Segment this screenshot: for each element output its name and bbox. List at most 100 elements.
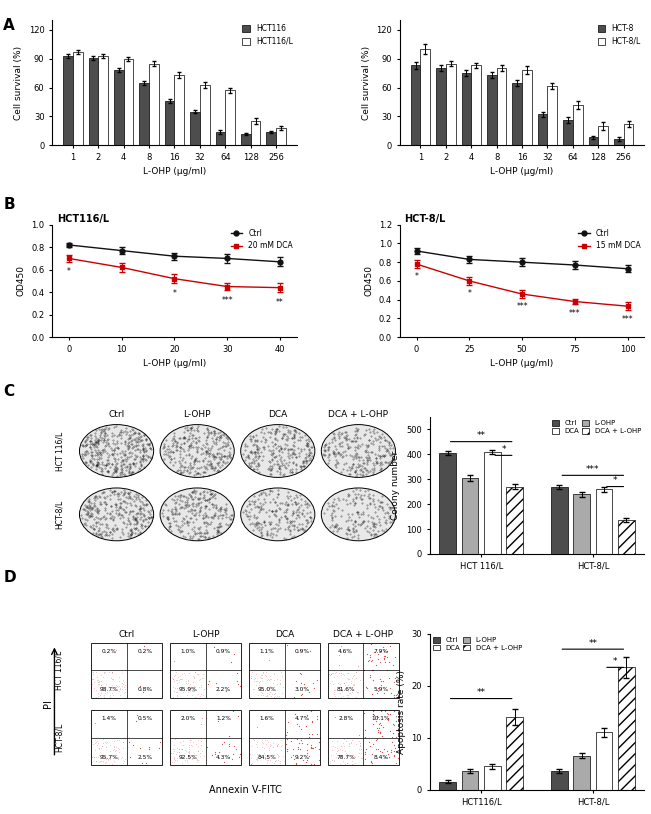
- Point: [105, 691, 115, 704]
- Point: [172, 751, 182, 764]
- Point: [251, 674, 262, 687]
- Point: [388, 717, 398, 730]
- Point: [301, 755, 311, 768]
- Bar: [563, 120, 573, 145]
- Point: [307, 742, 317, 755]
- Point: [109, 755, 119, 768]
- Point: [361, 680, 372, 693]
- Point: [120, 683, 130, 696]
- Point: [87, 673, 98, 686]
- Point: [268, 688, 279, 701]
- Point: [346, 735, 356, 748]
- Point: [256, 681, 267, 694]
- Point: [224, 737, 234, 751]
- Point: [329, 684, 340, 697]
- Point: [229, 739, 240, 752]
- Point: [374, 718, 384, 731]
- Point: [88, 666, 98, 679]
- Point: [252, 752, 262, 765]
- Point: [329, 754, 339, 767]
- Point: [94, 742, 104, 755]
- Point: [117, 683, 127, 696]
- Point: [172, 673, 182, 686]
- Point: [174, 742, 184, 755]
- Point: [340, 745, 350, 758]
- Y-axis label: OD450: OD450: [17, 265, 25, 296]
- Point: [119, 754, 130, 767]
- Point: [331, 666, 341, 679]
- Point: [366, 654, 376, 667]
- Point: [195, 681, 206, 694]
- Point: [271, 754, 281, 767]
- Point: [352, 660, 363, 673]
- Point: [245, 748, 255, 761]
- Point: [93, 675, 104, 688]
- Point: [380, 751, 391, 764]
- Point: [306, 741, 316, 754]
- Point: [351, 672, 361, 685]
- Point: [383, 747, 393, 760]
- Point: [253, 689, 264, 702]
- Point: [335, 686, 346, 699]
- Point: [302, 709, 312, 722]
- Text: 95.9%: 95.9%: [178, 687, 197, 692]
- Point: [101, 678, 111, 691]
- Point: [247, 666, 257, 679]
- Point: [96, 686, 107, 699]
- Point: [307, 742, 318, 755]
- Point: [389, 745, 399, 758]
- Point: [290, 707, 301, 720]
- Point: [96, 669, 106, 682]
- Point: [343, 690, 353, 703]
- Text: 10.1%: 10.1%: [372, 716, 391, 721]
- Point: [209, 641, 219, 654]
- Point: [258, 666, 268, 679]
- Point: [385, 640, 395, 653]
- Point: [120, 685, 130, 698]
- Point: [94, 748, 104, 761]
- Point: [187, 752, 197, 765]
- Point: [304, 750, 314, 763]
- Point: [339, 733, 350, 746]
- Point: [370, 715, 381, 728]
- Bar: [124, 59, 133, 145]
- Point: [268, 741, 278, 754]
- Point: [376, 705, 387, 718]
- Point: [296, 676, 307, 689]
- Point: [355, 742, 366, 755]
- Bar: [574, 755, 590, 790]
- Point: [269, 667, 279, 681]
- Point: [92, 674, 103, 687]
- Point: [277, 687, 287, 700]
- Point: [281, 729, 291, 742]
- Bar: [538, 115, 547, 145]
- Point: [262, 681, 272, 694]
- Point: [124, 735, 135, 748]
- Y-axis label: Cell survival (%): Cell survival (%): [362, 46, 371, 120]
- Point: [375, 725, 385, 738]
- Point: [233, 710, 243, 723]
- Point: [382, 706, 393, 719]
- FancyBboxPatch shape: [92, 710, 162, 765]
- Point: [342, 756, 352, 769]
- Point: [197, 672, 208, 685]
- Bar: [547, 85, 557, 145]
- Point: [350, 751, 360, 764]
- Point: [95, 755, 105, 768]
- Point: [90, 751, 101, 764]
- Point: [182, 686, 193, 699]
- Point: [306, 757, 316, 770]
- Point: [96, 681, 107, 694]
- Point: [264, 744, 274, 757]
- Point: [173, 674, 184, 687]
- Point: [288, 742, 298, 755]
- Point: [259, 742, 270, 755]
- Point: [231, 667, 242, 680]
- Point: [189, 681, 199, 694]
- Point: [334, 649, 344, 662]
- Point: [115, 751, 126, 764]
- Point: [391, 688, 401, 701]
- Point: [281, 733, 292, 746]
- Point: [257, 733, 268, 746]
- Point: [266, 672, 277, 685]
